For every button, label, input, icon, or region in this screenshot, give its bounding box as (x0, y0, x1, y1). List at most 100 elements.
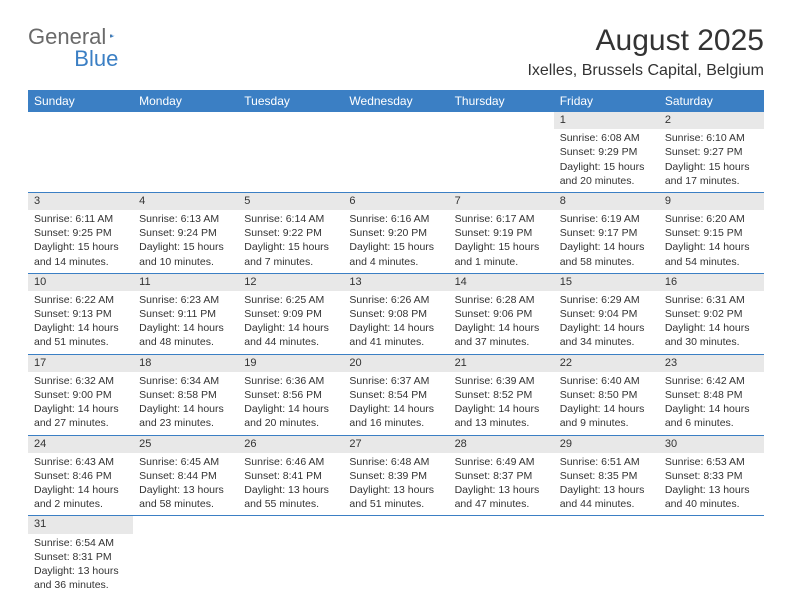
day-content: Sunrise: 6:43 AMSunset: 8:46 PMDaylight:… (28, 453, 133, 516)
day-info-line: Sunrise: 6:42 AM (665, 374, 758, 388)
calendar-day-cell: 9Sunrise: 6:20 AMSunset: 9:15 PMDaylight… (659, 192, 764, 273)
day-content: Sunrise: 6:32 AMSunset: 9:00 PMDaylight:… (28, 372, 133, 435)
day-number: 15 (554, 274, 659, 291)
day-content: Sunrise: 6:46 AMSunset: 8:41 PMDaylight:… (238, 453, 343, 516)
day-info-line: Sunset: 8:52 PM (455, 388, 548, 402)
day-content: Sunrise: 6:23 AMSunset: 9:11 PMDaylight:… (133, 291, 238, 354)
day-content: Sunrise: 6:37 AMSunset: 8:54 PMDaylight:… (343, 372, 448, 435)
calendar-day-cell: 22Sunrise: 6:40 AMSunset: 8:50 PMDayligh… (554, 354, 659, 435)
day-content: Sunrise: 6:48 AMSunset: 8:39 PMDaylight:… (343, 453, 448, 516)
day-number: 8 (554, 193, 659, 210)
day-content: Sunrise: 6:25 AMSunset: 9:09 PMDaylight:… (238, 291, 343, 354)
day-info-line: Daylight: 14 hours and 41 minutes. (349, 321, 442, 349)
day-number: 25 (133, 436, 238, 453)
day-info-line: Sunrise: 6:51 AM (560, 455, 653, 469)
calendar-day-cell: 18Sunrise: 6:34 AMSunset: 8:58 PMDayligh… (133, 354, 238, 435)
day-info-line: Daylight: 14 hours and 48 minutes. (139, 321, 232, 349)
day-content (449, 534, 554, 540)
day-info-line: Daylight: 13 hours and 40 minutes. (665, 483, 758, 511)
calendar-day-cell (343, 112, 448, 192)
day-content (343, 534, 448, 540)
calendar-day-cell (133, 112, 238, 192)
day-info-line: Sunset: 8:44 PM (139, 469, 232, 483)
day-info-line: Sunrise: 6:49 AM (455, 455, 548, 469)
day-info-line: Daylight: 13 hours and 44 minutes. (560, 483, 653, 511)
day-info-line: Sunrise: 6:16 AM (349, 212, 442, 226)
calendar-week-row: 3Sunrise: 6:11 AMSunset: 9:25 PMDaylight… (28, 192, 764, 273)
calendar-week-row: 24Sunrise: 6:43 AMSunset: 8:46 PMDayligh… (28, 435, 764, 516)
day-number (449, 516, 554, 533)
day-info-line: Sunset: 9:27 PM (665, 145, 758, 159)
day-info-line: Sunrise: 6:39 AM (455, 374, 548, 388)
day-number (238, 112, 343, 129)
day-info-line: Sunset: 8:48 PM (665, 388, 758, 402)
day-info-line: Sunset: 9:02 PM (665, 307, 758, 321)
day-content (133, 129, 238, 135)
day-info-line: Daylight: 14 hours and 2 minutes. (34, 483, 127, 511)
day-info-line: Sunset: 8:35 PM (560, 469, 653, 483)
day-info-line: Sunrise: 6:20 AM (665, 212, 758, 226)
location-text: Ixelles, Brussels Capital, Belgium (527, 62, 764, 80)
calendar-week-row: 10Sunrise: 6:22 AMSunset: 9:13 PMDayligh… (28, 273, 764, 354)
day-info-line: Sunset: 9:13 PM (34, 307, 127, 321)
day-info-line: Daylight: 15 hours and 20 minutes. (560, 160, 653, 188)
calendar-day-cell (659, 516, 764, 596)
day-info-line: Sunset: 9:29 PM (560, 145, 653, 159)
day-info-line: Sunrise: 6:48 AM (349, 455, 442, 469)
day-content (449, 129, 554, 135)
day-number (449, 112, 554, 129)
day-info-line: Sunset: 9:22 PM (244, 226, 337, 240)
day-info-line: Sunset: 8:31 PM (34, 550, 127, 564)
calendar-day-cell (133, 516, 238, 596)
day-number (28, 112, 133, 129)
calendar-day-cell: 1 Sunrise: 6:08 AMSunset: 9:29 PMDaylight… (554, 112, 659, 192)
day-info-line: Daylight: 13 hours and 47 minutes. (455, 483, 548, 511)
day-content: Sunrise: 6:45 AMSunset: 8:44 PMDaylight:… (133, 453, 238, 516)
day-number: 11 (133, 274, 238, 291)
day-content: Sunrise: 6:26 AMSunset: 9:08 PMDaylight:… (343, 291, 448, 354)
day-info-line: Sunset: 8:58 PM (139, 388, 232, 402)
day-info-line: Sunrise: 6:08 AM (560, 131, 653, 145)
day-info-line: Sunrise: 6:23 AM (139, 293, 232, 307)
day-info-line: Sunset: 9:15 PM (665, 226, 758, 240)
day-number: 21 (449, 355, 554, 372)
day-number: 26 (238, 436, 343, 453)
day-info-line: Daylight: 14 hours and 44 minutes. (244, 321, 337, 349)
day-info-line: Daylight: 14 hours and 16 minutes. (349, 402, 442, 430)
calendar-day-cell: 23Sunrise: 6:42 AMSunset: 8:48 PMDayligh… (659, 354, 764, 435)
day-number: 18 (133, 355, 238, 372)
day-number: 16 (659, 274, 764, 291)
day-info-line: Daylight: 14 hours and 54 minutes. (665, 240, 758, 268)
day-info-line: Daylight: 14 hours and 27 minutes. (34, 402, 127, 430)
day-info-line: Daylight: 15 hours and 4 minutes. (349, 240, 442, 268)
day-info-line: Sunset: 8:37 PM (455, 469, 548, 483)
day-info-line: Sunset: 9:04 PM (560, 307, 653, 321)
day-number: 1 (554, 112, 659, 129)
day-info-line: Sunset: 9:08 PM (349, 307, 442, 321)
day-info-line: Sunrise: 6:40 AM (560, 374, 653, 388)
day-info-line: Sunrise: 6:14 AM (244, 212, 337, 226)
day-info-line: Daylight: 14 hours and 37 minutes. (455, 321, 548, 349)
day-content: Sunrise: 6:22 AMSunset: 9:13 PMDaylight:… (28, 291, 133, 354)
day-number: 13 (343, 274, 448, 291)
day-info-line: Daylight: 14 hours and 34 minutes. (560, 321, 653, 349)
day-info-line: Sunrise: 6:25 AM (244, 293, 337, 307)
day-content: Sunrise: 6:31 AMSunset: 9:02 PMDaylight:… (659, 291, 764, 354)
day-number (133, 516, 238, 533)
calendar-day-cell: 25Sunrise: 6:45 AMSunset: 8:44 PMDayligh… (133, 435, 238, 516)
day-number (659, 516, 764, 533)
day-content: Sunrise: 6:53 AMSunset: 8:33 PMDaylight:… (659, 453, 764, 516)
calendar-day-cell (449, 516, 554, 596)
calendar-day-cell: 3Sunrise: 6:11 AMSunset: 9:25 PMDaylight… (28, 192, 133, 273)
day-info-line: Sunrise: 6:13 AM (139, 212, 232, 226)
calendar-table: Sunday Monday Tuesday Wednesday Thursday… (28, 90, 764, 596)
day-info-line: Sunrise: 6:43 AM (34, 455, 127, 469)
title-block: August 2025 Ixelles, Brussels Capital, B… (527, 24, 764, 80)
calendar-day-cell: 2Sunrise: 6:10 AMSunset: 9:27 PMDaylight… (659, 112, 764, 192)
day-content (133, 534, 238, 540)
day-info-line: Sunset: 8:46 PM (34, 469, 127, 483)
day-number: 23 (659, 355, 764, 372)
calendar-day-cell: 30Sunrise: 6:53 AMSunset: 8:33 PMDayligh… (659, 435, 764, 516)
day-info-line: Sunset: 8:56 PM (244, 388, 337, 402)
day-number: 5 (238, 193, 343, 210)
